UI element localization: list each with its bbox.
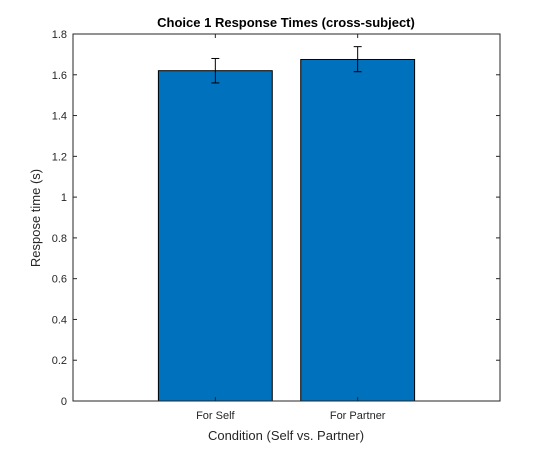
plot-background xyxy=(73,34,500,401)
y-tick-label-9: 1.8 xyxy=(52,29,67,41)
y-tick-label-3: 0.6 xyxy=(52,274,67,286)
chart-title: Choice 1 Response Times (cross-subject) xyxy=(157,15,415,30)
y-tick-label-8: 1.6 xyxy=(52,70,67,82)
bar-0 xyxy=(158,71,272,401)
y-tick-label-6: 1.2 xyxy=(52,151,67,163)
y-tick-label-4: 0.8 xyxy=(52,233,67,245)
x-axis-title: Condition (Self vs. Partner) xyxy=(208,428,364,443)
y-tick-label-2: 0.4 xyxy=(52,314,67,326)
x-tick-label-1: For Partner xyxy=(330,410,386,422)
bar-1 xyxy=(301,59,415,401)
x-tick-label-0: For Self xyxy=(196,410,235,422)
y-tick-label-0: 0 xyxy=(61,396,67,408)
y-tick-label-7: 1.4 xyxy=(52,111,67,123)
y-tick-label-1: 0.2 xyxy=(52,355,67,367)
plot-area: 0 0.2 0.4 0.6 0.8 1 1.2 1.4 1.6 1.8 For Self For Pa… xyxy=(52,29,500,422)
y-axis-title: Respose time (s) xyxy=(28,169,43,267)
y-tick-label-5: 1 xyxy=(61,192,67,204)
